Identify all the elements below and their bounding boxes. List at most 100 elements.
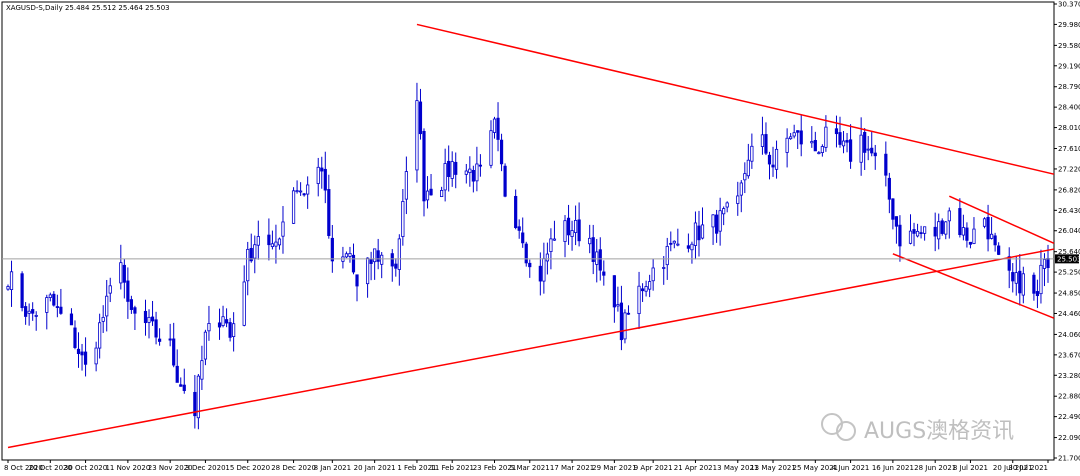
x-tick-label: 8 Jul 2021 bbox=[953, 464, 988, 472]
candle bbox=[249, 233, 253, 263]
candle bbox=[320, 156, 324, 189]
candle bbox=[863, 128, 867, 171]
price-marker: 25.503 bbox=[1055, 254, 1080, 264]
candle bbox=[968, 241, 973, 249]
candle bbox=[193, 375, 197, 429]
y-tick-label: 22.090 bbox=[1058, 434, 1080, 442]
x-tick-label: 9 Apr 2021 bbox=[634, 464, 673, 472]
candle bbox=[834, 115, 839, 148]
candle bbox=[24, 302, 28, 325]
candle bbox=[669, 231, 673, 252]
candle bbox=[841, 131, 846, 154]
candle bbox=[443, 148, 447, 202]
x-tick-label: 11 Nov 2020 bbox=[105, 464, 150, 472]
candle bbox=[690, 241, 694, 264]
candle bbox=[147, 309, 151, 339]
y-tick-label: 27.610 bbox=[1058, 145, 1080, 153]
x-tick-label: 20 Jan 2021 bbox=[354, 464, 396, 472]
y-tick-label: 21.700 bbox=[1058, 455, 1080, 463]
candle bbox=[1035, 279, 1040, 309]
candle bbox=[126, 267, 130, 319]
candle bbox=[175, 349, 179, 383]
x-tick-label: 13 May 2021 bbox=[750, 464, 796, 472]
candle bbox=[59, 288, 63, 315]
candle bbox=[986, 204, 990, 252]
candle bbox=[83, 337, 88, 377]
y-tick-label: 24.460 bbox=[1058, 310, 1080, 318]
candle bbox=[785, 128, 789, 168]
candle bbox=[150, 300, 155, 326]
candle bbox=[566, 204, 571, 245]
candle bbox=[80, 343, 84, 371]
trendlines bbox=[7, 23, 1055, 449]
y-tick-label: 27.220 bbox=[1058, 165, 1080, 173]
candle bbox=[1011, 263, 1015, 293]
candle bbox=[873, 144, 877, 170]
candle bbox=[640, 283, 645, 302]
candle bbox=[217, 308, 222, 340]
candle bbox=[182, 368, 186, 394]
candle bbox=[644, 280, 648, 297]
candle bbox=[133, 305, 137, 331]
candle bbox=[718, 197, 722, 246]
y-tick-label: 24.060 bbox=[1058, 331, 1080, 339]
x-tick-label: 8 Jan 2021 bbox=[314, 464, 352, 472]
candle bbox=[919, 225, 923, 239]
candle bbox=[845, 132, 849, 153]
candle bbox=[616, 286, 620, 312]
candle bbox=[866, 136, 870, 161]
candle bbox=[796, 130, 800, 150]
candle bbox=[965, 222, 969, 248]
y-axis: 30.370 29.980 29.580 29.190 28.790 28.400 28.0… bbox=[1054, 1, 1080, 463]
x-tick-label: 15 Dec 2020 bbox=[225, 464, 270, 472]
candle bbox=[45, 294, 49, 330]
candle bbox=[380, 252, 384, 279]
candle bbox=[662, 256, 666, 285]
x-tick-label: 30 Jul 2021 bbox=[1008, 464, 1048, 472]
candle bbox=[570, 220, 574, 251]
candle bbox=[612, 275, 616, 323]
candle bbox=[774, 140, 779, 179]
candle bbox=[746, 143, 750, 179]
y-tick-label: 28.400 bbox=[1058, 104, 1080, 112]
candle bbox=[34, 311, 38, 331]
candle bbox=[848, 124, 853, 169]
x-tick-label: 4 Jun 2021 bbox=[832, 464, 870, 472]
x-tick-label: 5 Mar 2021 bbox=[510, 464, 550, 472]
x-tick-label: 21 Apr 2021 bbox=[674, 464, 717, 472]
candle bbox=[450, 151, 454, 187]
candle bbox=[390, 249, 394, 282]
candle bbox=[563, 215, 567, 258]
candle bbox=[915, 223, 920, 238]
candle bbox=[813, 131, 817, 152]
candle bbox=[711, 214, 715, 245]
candle bbox=[789, 132, 793, 140]
candle bbox=[253, 235, 257, 274]
x-tick-label: 29 Mar 2021 bbox=[592, 464, 636, 472]
candle bbox=[961, 214, 965, 241]
y-tick-label: 23.280 bbox=[1058, 372, 1080, 380]
candle bbox=[958, 198, 962, 238]
candle bbox=[76, 332, 81, 368]
y-tick-label: 24.850 bbox=[1058, 290, 1080, 298]
candle bbox=[154, 311, 158, 345]
candle bbox=[933, 212, 937, 252]
candle bbox=[771, 146, 775, 177]
x-tick-label: 3 May 2021 bbox=[717, 464, 758, 472]
y-tick-label: 26.430 bbox=[1058, 207, 1080, 215]
x-tick-label: 28 Dec 2020 bbox=[271, 464, 316, 472]
candle bbox=[344, 251, 349, 259]
candle bbox=[602, 260, 606, 286]
candle bbox=[55, 294, 59, 318]
candle bbox=[637, 271, 641, 330]
candle bbox=[767, 151, 772, 180]
candle bbox=[200, 345, 204, 391]
candle bbox=[736, 181, 740, 216]
candle bbox=[475, 146, 479, 192]
candle bbox=[172, 322, 176, 368]
y-tick-label: 26.820 bbox=[1058, 186, 1080, 194]
chart-header: XAGUSD-S,Daily 25.484 25.512 25.464 25.5… bbox=[6, 4, 170, 12]
candle bbox=[577, 202, 581, 247]
y-tick-label: 26.040 bbox=[1058, 227, 1080, 235]
